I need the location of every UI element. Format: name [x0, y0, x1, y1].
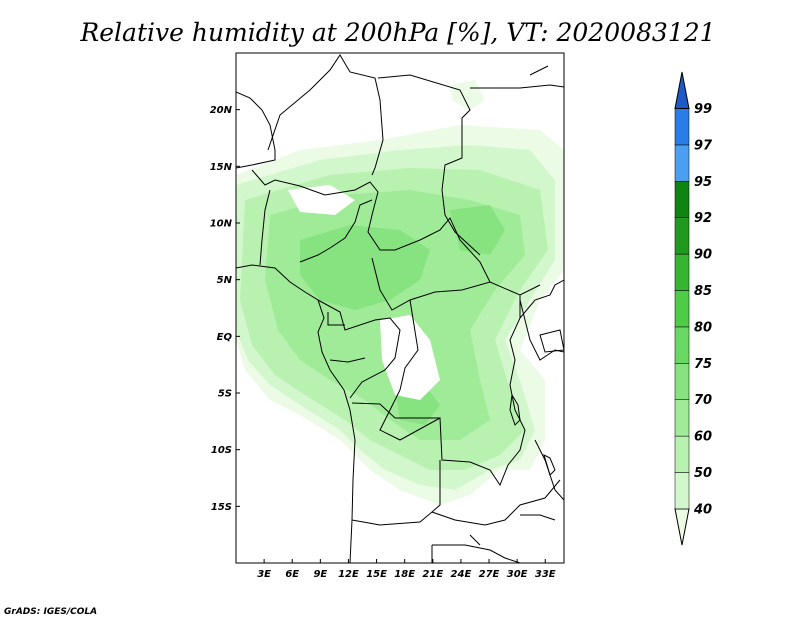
colorbar-label: 80	[694, 320, 712, 335]
humidity-field-40	[380, 315, 440, 400]
y-tick-label: EQ	[217, 332, 233, 343]
red-sea-coast	[529, 65, 549, 76]
colorbar-label: 50	[694, 466, 712, 481]
colorbar-bin	[674, 508, 690, 546]
coastline-east	[534, 439, 564, 501]
colorbar-label: 70	[694, 393, 712, 408]
x-tick-label: 15E	[366, 569, 387, 580]
colorbar-label: 75	[694, 357, 712, 372]
plot-frame	[235, 52, 565, 564]
x-tick-label: 18E	[394, 569, 415, 580]
x-tick-label: 24E	[451, 569, 472, 580]
border-nigeria	[259, 189, 373, 266]
colorbar-label: 85	[694, 284, 712, 299]
border-mozambique	[520, 514, 556, 521]
colorbar-bin	[674, 399, 690, 437]
x-tick-label: 9E	[313, 569, 327, 580]
colorbar-bin	[674, 108, 690, 146]
colorbar-label: 95	[694, 175, 712, 190]
coastline-west	[236, 264, 356, 563]
border-cameroon-congo	[317, 299, 401, 399]
colorbar-bin	[674, 435, 690, 473]
colorbar-label: 90	[694, 248, 712, 263]
border-algeria-niger	[267, 54, 384, 176]
humidity-field-75	[450, 205, 505, 255]
y-tick-label: 10N	[210, 219, 233, 230]
lake-victoria	[539, 329, 564, 353]
x-axis: 3E 6E 9E 12E 15E 18E 21E 24E 27E 30E 33E	[257, 559, 556, 580]
y-tick-label: 15N	[210, 162, 233, 173]
y-tick-label: 20N	[210, 105, 233, 116]
border-car	[371, 257, 541, 311]
colorbar: 40 50 60 70 75 80 85 90 92 95 97 99	[674, 71, 713, 546]
y-axis: 20N 15N 10N 5N EQ 5S 10S 15S	[210, 105, 240, 513]
border-egypt-sudan	[470, 84, 564, 89]
humidity-field	[236, 80, 564, 505]
colorbar-bin	[674, 71, 690, 109]
x-tick-label: 21E	[422, 569, 443, 580]
y-tick-label: 5S	[218, 389, 232, 400]
colorbar-bin	[674, 181, 690, 218]
x-tick-label: 3E	[257, 569, 271, 580]
colorbar-bin	[674, 363, 690, 400]
x-tick-label: 27E	[479, 569, 500, 580]
border-southern	[431, 534, 521, 563]
lake-tanganyika	[509, 393, 521, 426]
x-tick-label: 33E	[535, 569, 556, 580]
colorbar-bin	[674, 253, 690, 291]
country-borders	[236, 54, 564, 563]
colorbar-label: 97	[694, 138, 713, 153]
y-tick-label: 10S	[211, 445, 232, 456]
border-gabon	[327, 312, 366, 363]
border-chad-sudan	[441, 189, 481, 256]
colorbar-label: 40	[693, 502, 712, 517]
chart-title: Relative humidity at 200hPa [%], VT: 202…	[79, 18, 715, 47]
colorbar-bin	[674, 472, 690, 510]
colorbar-bin	[674, 290, 690, 328]
colorbar-bin	[674, 326, 690, 364]
x-tick-label: 12E	[338, 569, 359, 580]
border-angola	[351, 402, 440, 526]
y-tick-label: 15S	[211, 502, 232, 513]
border-sahel	[251, 169, 491, 283]
colorbar-label: 92	[694, 211, 712, 226]
border-zambia	[431, 460, 561, 526]
x-tick-label: 30E	[507, 569, 528, 580]
credit-text: GrADS: IGES/COLA	[4, 607, 97, 617]
border-libya-egypt	[377, 74, 471, 191]
border-drc	[379, 295, 526, 487]
y-tick-label: 5N	[217, 275, 233, 286]
colorbar-bin	[674, 217, 690, 255]
x-tick-label: 6E	[285, 569, 299, 580]
colorbar-bin	[674, 144, 690, 182]
colorbar-label: 99	[694, 102, 712, 117]
colorbar-label: 60	[694, 430, 712, 445]
